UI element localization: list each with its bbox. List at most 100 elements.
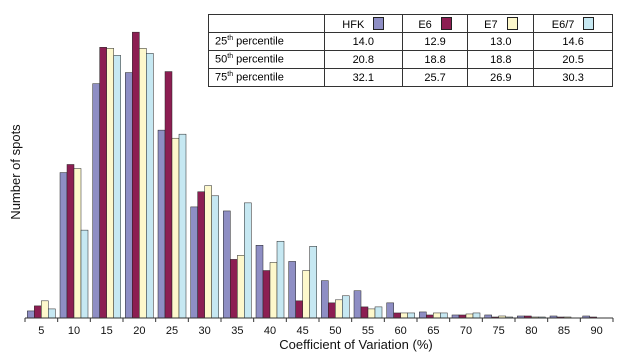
x-tick-label: 55 [362,325,374,337]
bar-e67-20 [146,53,154,319]
x-tick-label: 35 [231,325,243,337]
x-tick-label: 45 [297,325,309,337]
x-ticks-group: 5 10 15 20 25 30 35 40 45 50 55 60 65 70 75 80 85 90 [24,318,614,337]
bar-hfk-45 [288,261,296,319]
bar-hfk-15 [92,83,100,319]
bar-e67-15 [113,55,121,319]
table-cell: 25.7 [401,68,469,87]
table-row: 25th percentile 14.0 12.9 13.0 14.6 [208,32,613,51]
table-cell: 18.8 [467,50,535,69]
row-label-num: 50 [215,53,228,66]
bar-e7-60 [400,312,408,319]
bar-hfk-60 [386,302,394,319]
bar-e7-40 [269,262,278,319]
table-cell: 20.5 [533,50,613,69]
bar-e6-55 [360,306,369,319]
bar-hfk-5 [27,310,35,319]
bar-e67-55 [374,306,383,319]
bar-hfk-35 [223,210,231,319]
x-tick-label: 85 [558,325,570,337]
row-label-rest: percentile [233,35,284,48]
row-label: 50th percentile [208,50,325,69]
row-label-rest: percentile [233,53,284,66]
table-header-hfk: HFK [323,14,403,33]
bars-group [27,31,597,319]
bar-e6-60 [393,312,401,319]
legend-swatch-e7 [506,16,518,30]
legend-swatch-e67 [583,16,595,30]
bar-hfk-10 [59,172,68,319]
bar-e6-30 [197,191,205,319]
bar-e7-10 [73,168,82,319]
x-tick-label: 5 [38,325,44,337]
table-cell: 14.6 [533,32,613,51]
bar-e67-65 [440,312,448,319]
table-header-e67: E6/7 [533,14,613,33]
bar-e7-45 [302,270,310,319]
bar-e67-25 [178,133,187,319]
bar-e7-30 [204,185,212,319]
table-row: 75th percentile 32.1 25.7 26.9 30.3 [208,68,613,87]
row-label-num: 75 [215,71,228,84]
bar-e67-50 [342,295,350,319]
bar-e7-55 [367,308,376,319]
bar-e7-20 [139,48,147,319]
bar-e7-5 [41,300,49,319]
bar-hfk-30 [190,206,198,319]
x-tick-label: 80 [525,325,537,337]
header-label: E7 [484,18,498,31]
bar-hfk-25 [157,129,166,319]
bar-e6-35 [230,259,238,319]
table-cell: 18.8 [401,50,469,69]
bar-hfk-50 [321,280,329,319]
bar-hfk-20 [125,72,133,319]
row-label-num: 25 [215,35,228,48]
bar-e67-45 [309,246,317,319]
bar-e7-25 [171,137,180,319]
bar-e67-5 [48,308,56,319]
x-tick-label: 40 [264,325,276,337]
x-tick-label: 65 [427,325,439,337]
bar-e67-30 [211,195,219,319]
x-tick-label: 90 [591,325,603,337]
table-header-row: HFK E6 E7 E6/7 [208,14,613,33]
table-cell: 20.8 [323,50,403,69]
bar-hfk-40 [255,245,264,319]
table-header-e7: E7 [467,14,535,33]
bar-e67-35 [244,202,252,319]
y-axis-title: Number of spots [8,124,23,220]
bar-e7-70 [465,313,474,319]
table-header-blank [208,14,325,33]
header-label: HFK [342,18,365,31]
table-cell: 32.1 [323,68,403,87]
x-tick-label: 75 [493,325,505,337]
bar-e7-65 [433,312,441,319]
row-label-sup: th [227,35,234,43]
table-cell: 30.3 [533,68,613,87]
bar-e67-10 [80,229,89,319]
bar-e6-20 [132,31,140,319]
x-tick-label: 15 [101,325,113,337]
row-label: 25th percentile [208,32,325,51]
bar-hfk-55 [353,290,362,319]
table-cell: 12.9 [401,32,469,51]
table-cell: 26.9 [467,68,535,87]
bar-e7-35 [237,255,245,319]
bar-e6-25 [164,71,173,319]
x-tick-label: 60 [395,325,407,337]
table-header-e6: E6 [401,14,469,33]
table-cell: 13.0 [467,32,535,51]
bar-e6-5 [34,305,42,319]
table-cell: 14.0 [323,32,403,51]
bar-e67-40 [276,240,285,319]
row-label: 75th percentile [208,68,325,87]
header-label: E6 [418,18,432,31]
bar-e7-50 [335,299,343,319]
bar-e6-45 [295,300,303,319]
x-axis-title: Coefficient of Variation (%) [279,337,432,352]
x-tick-label: 25 [166,325,178,337]
bar-hfk-65 [419,311,427,319]
legend-swatch-hfk [373,16,385,30]
row-label-sup: th [227,53,234,61]
